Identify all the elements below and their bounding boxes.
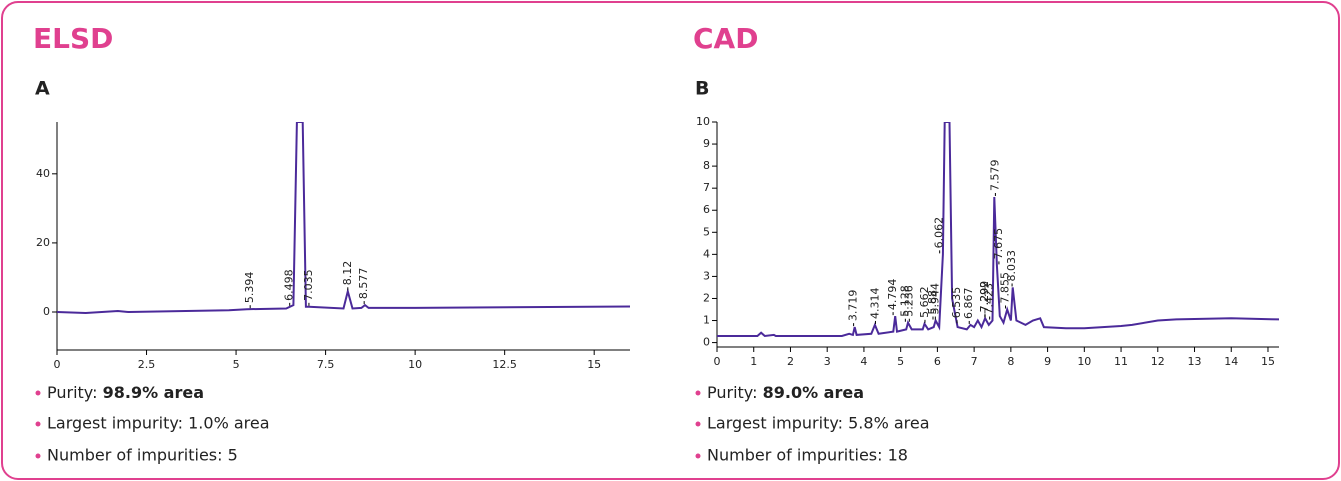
x-tick-label: 14 [1224,355,1238,368]
x-tick-label: 2.5 [138,358,156,371]
y-tick-label: 0 [43,305,50,318]
y-tick-label: 4 [703,247,710,260]
peak-label: 4.314 [868,287,881,319]
peak-label: 8.12 [341,261,354,286]
purity: Purity: 89.0% area [707,383,864,402]
bullet [695,390,701,396]
x-tick-label: 13 [1188,355,1202,368]
peak-label: 7.675 [992,228,1005,259]
peak-label: 5.236 [902,285,915,317]
peak-label: 8.033 [1005,250,1018,282]
peak-label: 3.719 [847,290,860,322]
x-tick-label: 8 [1007,355,1014,368]
peak-label: 4.794 [886,279,899,311]
y-tick-label: 20 [36,236,50,249]
peak-label: 7.423 [983,283,996,315]
peak-label: 5.944 [928,283,941,315]
largest-impurity: Largest impurity: 1.0% area [47,414,270,433]
x-tick-label: 12.5 [492,358,517,371]
y-tick-label: 40 [36,167,50,180]
trace [717,122,1279,338]
peak-label: 7.035 [302,269,315,301]
x-tick-label: 0 [54,358,61,371]
x-tick-label: 7.5 [317,358,335,371]
x-tick-label: 12 [1151,355,1165,368]
x-tick-label: 2 [787,355,794,368]
bullet [35,421,41,427]
y-tick-label: 1 [703,314,710,327]
x-tick-label: 5 [233,358,240,371]
x-tick-label: 10 [408,358,422,371]
x-tick-label: 15 [1261,355,1275,368]
purity-label: Purity: [47,383,98,402]
y-tick-label: 8 [703,159,710,172]
peak-label: 6.867 [962,287,975,319]
y-tick-label: 6 [703,203,710,216]
x-tick-label: 1 [750,355,757,368]
heading: CAD [693,22,758,55]
y-tick-label: 7 [703,181,710,194]
trace [57,122,630,315]
x-tick-label: 15 [587,358,601,371]
x-tick-label: 5 [897,355,904,368]
peak-label: 7.855 [999,272,1012,303]
purity-value: 89.0% area [763,383,864,402]
purity-value: 98.9% area [103,383,204,402]
purity-label: Purity: [707,383,758,402]
y-tick-label: 3 [703,269,710,282]
x-tick-label: 3 [824,355,831,368]
x-tick-label: 0 [714,355,721,368]
purity: Purity: 98.9% area [47,383,204,402]
peak-label: 6.498 [283,269,296,301]
x-tick-label: 4 [860,355,867,368]
bullet [35,390,41,396]
panel-label: B [695,78,709,100]
x-tick-label: 10 [1077,355,1091,368]
peak-label: 7.579 [988,159,1001,191]
y-tick-label: 10 [696,115,710,128]
heading: ELSD [33,22,113,55]
x-tick-label: 11 [1114,355,1128,368]
x-tick-label: 7 [971,355,978,368]
bullet [695,453,701,459]
y-tick-label: 0 [703,336,710,349]
bullet [35,453,41,459]
peak-label: 7.299 [978,281,991,313]
peak-label: 5.88 [926,290,939,315]
largest-impurity: Largest impurity: 5.8% area [707,414,930,433]
x-tick-label: 9 [1044,355,1051,368]
peak-label: 5.662 [918,286,931,318]
peak-label: 6.062 [933,217,946,249]
peak-label: 5.394 [243,272,256,304]
impurity-count: Number of impurities: 5 [47,446,238,465]
bullet [695,421,701,427]
x-tick-label: 6 [934,355,941,368]
impurity-count: Number of impurities: 18 [707,446,908,465]
peak-label: 5.128 [898,285,911,317]
y-tick-label: 2 [703,291,710,304]
peak-label: 6.535 [950,287,963,319]
y-tick-label: 5 [703,225,710,238]
y-tick-label: 9 [703,137,710,150]
peak-label: 7.292 [978,281,991,313]
panel-label: A [35,78,50,100]
peak-label: 8.577 [357,268,370,300]
